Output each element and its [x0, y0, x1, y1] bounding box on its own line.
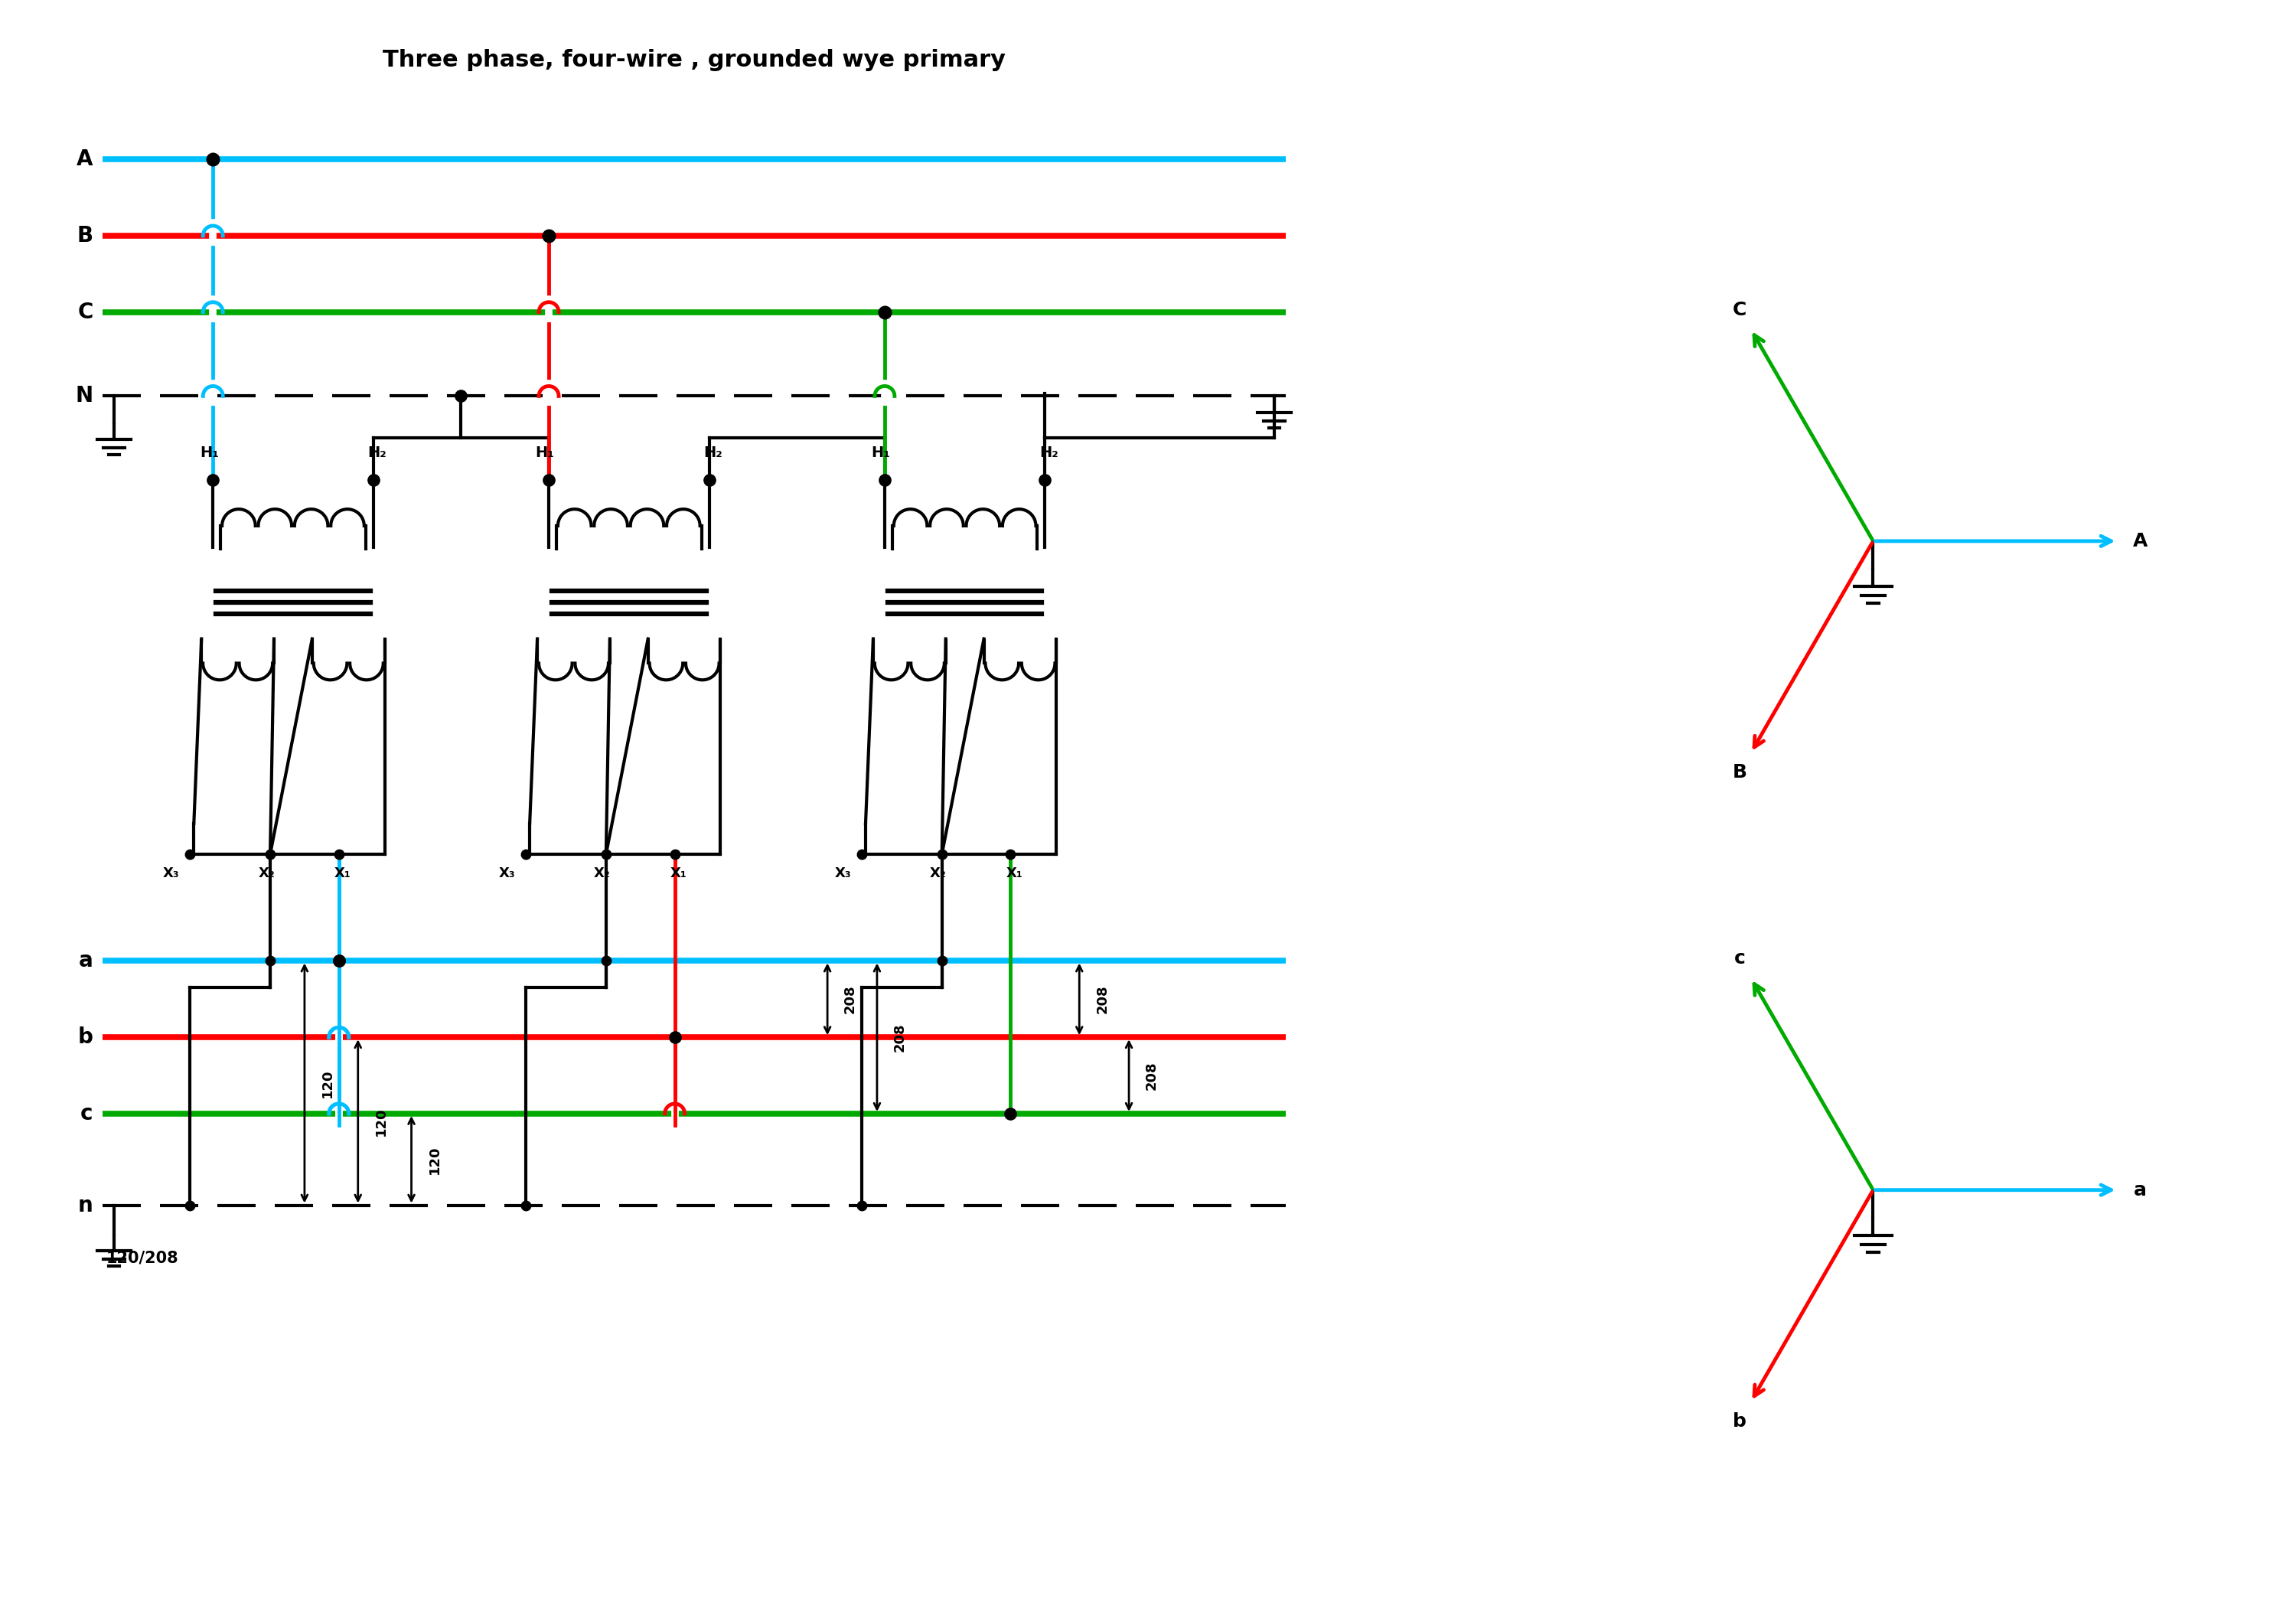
- Text: 208: 208: [843, 985, 856, 1014]
- Text: H₁: H₁: [535, 445, 556, 459]
- Text: H₂: H₂: [703, 445, 723, 459]
- Text: X₂: X₂: [257, 866, 276, 880]
- Text: 208: 208: [893, 1024, 907, 1051]
- Text: b: b: [78, 1027, 94, 1048]
- Text: H₂: H₂: [367, 445, 386, 459]
- Text: C: C: [78, 301, 94, 322]
- Text: H₁: H₁: [200, 445, 218, 459]
- Text: c: c: [1733, 949, 1745, 967]
- Text: H₂: H₂: [1040, 445, 1058, 459]
- Text: A: A: [2133, 532, 2147, 550]
- Text: X₁: X₁: [670, 866, 687, 880]
- Text: X₂: X₂: [930, 866, 946, 880]
- Text: X₃: X₃: [163, 866, 179, 880]
- Text: X₃: X₃: [498, 866, 514, 880]
- Text: a: a: [2133, 1182, 2147, 1199]
- Text: N: N: [76, 385, 94, 406]
- Text: 120: 120: [321, 1069, 335, 1098]
- Text: X₁: X₁: [1006, 866, 1022, 880]
- Text: X₃: X₃: [833, 866, 852, 880]
- Text: A: A: [76, 148, 94, 171]
- Text: B: B: [1731, 764, 1747, 782]
- Text: 120/208: 120/208: [106, 1251, 179, 1265]
- Text: 208: 208: [1095, 985, 1109, 1014]
- Text: X₁: X₁: [335, 866, 351, 880]
- Text: c: c: [80, 1103, 94, 1125]
- Text: a: a: [78, 949, 94, 972]
- Text: H₁: H₁: [870, 445, 891, 459]
- Text: n: n: [78, 1194, 94, 1215]
- Text: X₂: X₂: [595, 866, 611, 880]
- Text: 208: 208: [1146, 1061, 1159, 1090]
- Text: 120: 120: [374, 1107, 388, 1135]
- Text: Three phase, four-wire , grounded wye primary: Three phase, four-wire , grounded wye pr…: [383, 48, 1006, 71]
- Text: B: B: [78, 226, 94, 247]
- Text: b: b: [1733, 1412, 1747, 1430]
- Text: 120: 120: [427, 1145, 441, 1174]
- Text: C: C: [1733, 300, 1747, 319]
